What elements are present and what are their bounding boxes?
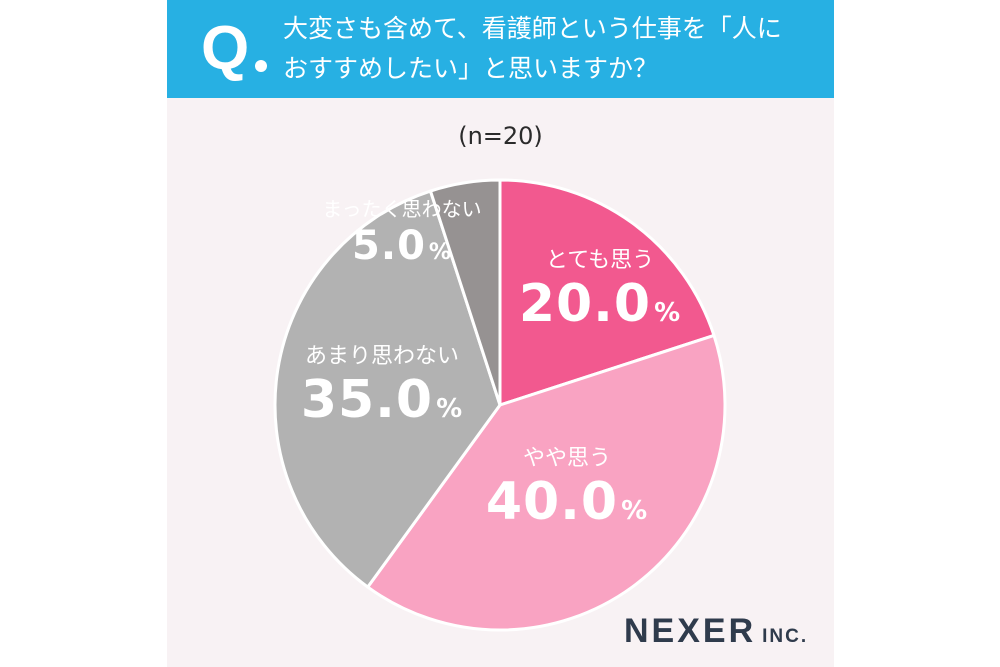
pie-slice-2 (273, 189, 502, 589)
pie-slice-1 (366, 333, 727, 632)
question-line-2: おすすめしたい」と思いますか？ (283, 54, 659, 83)
question-line-1: 大変さも含めて、看護師という仕事を「人に (283, 14, 782, 43)
slice-name: あまり思わない (304, 344, 459, 369)
pie-chart (273, 178, 727, 632)
slice-label-yaya-omou: やや思う 40.0% (486, 446, 648, 541)
slice-value: 5.0% (352, 223, 452, 269)
question-text: 大変さも含めて、看護師という仕事を「人に おすすめしたい」と思いますか？ (283, 9, 823, 89)
question-header: Q 大変さも含めて、看護師という仕事を「人に おすすめしたい」と思いますか？ (167, 0, 834, 98)
pie-slice-0 (498, 178, 716, 407)
nexer-logo: NEXER INC. (624, 612, 809, 650)
slice-value: 40.0% (485, 472, 649, 532)
slice-name: とても思う (545, 248, 655, 273)
slice-label-totemo-omou: とても思う 20.0% (519, 248, 681, 343)
q-dot (255, 60, 267, 72)
slice-value: 20.0% (518, 274, 682, 334)
slice-value: 35.0% (300, 370, 464, 430)
chart-card: Q 大変さも含めて、看護師という仕事を「人に おすすめしたい」と思いますか？ (… (167, 0, 834, 667)
slice-name: まったく思わない (322, 197, 482, 221)
slice-name: やや思う (522, 446, 611, 471)
slice-label-mattaku-omowanai: まったく思わない 5.0% (322, 196, 481, 277)
q-mark: Q (201, 14, 250, 83)
sample-size-label: (n=20) (458, 122, 543, 150)
slice-label-amari-omowanai: あまり思わない 35.0% (301, 344, 463, 439)
pie-slice-3 (428, 178, 502, 407)
